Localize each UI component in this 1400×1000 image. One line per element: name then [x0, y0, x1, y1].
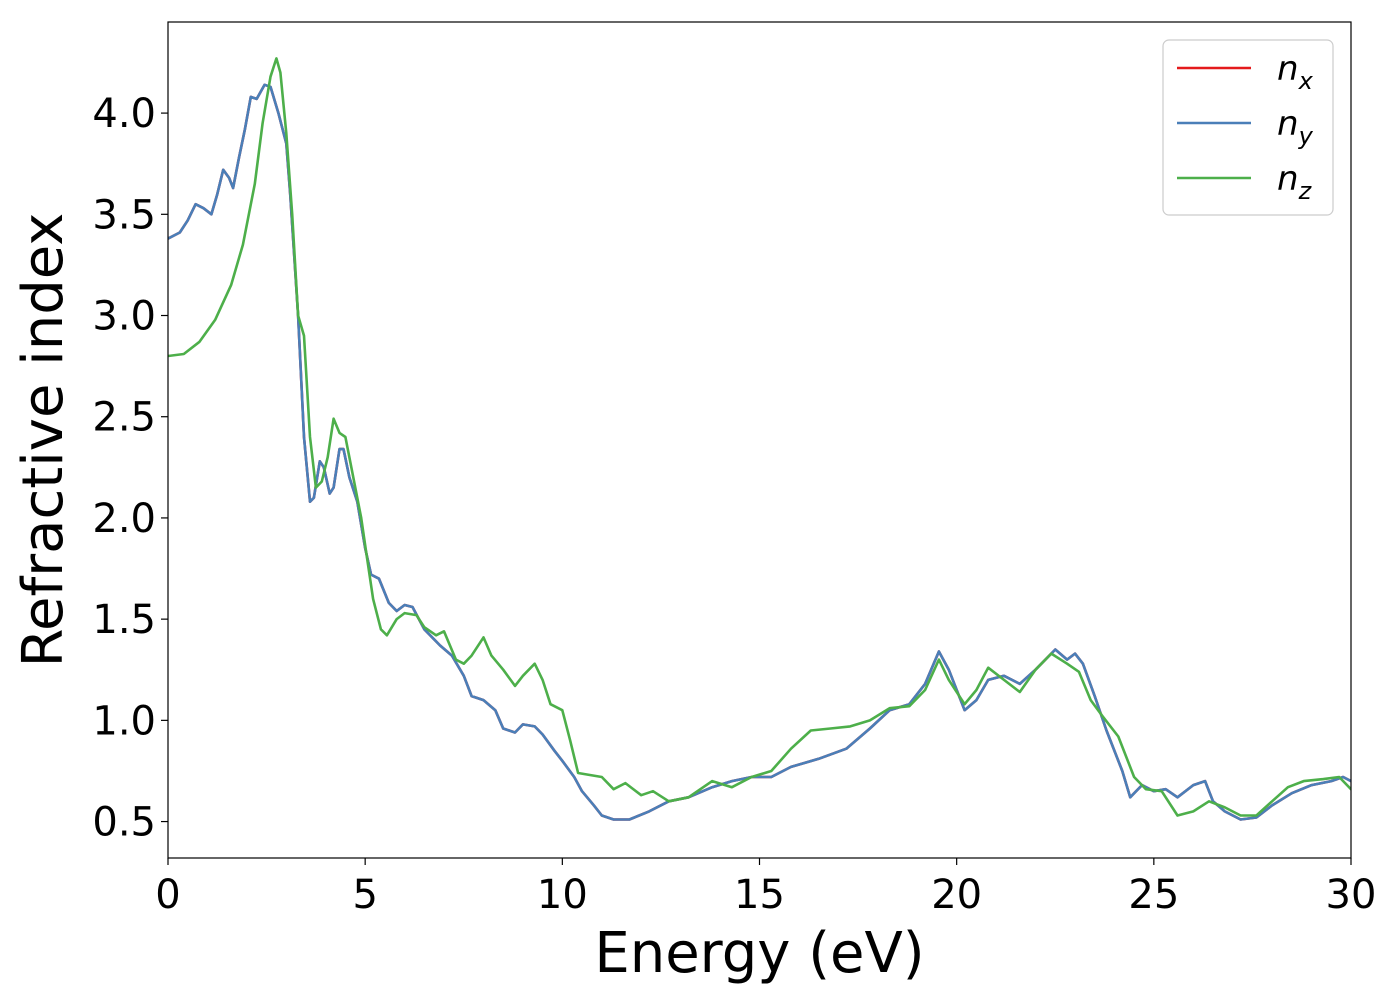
x-axis-ticks: 0 5 10 15 20 25 30	[155, 858, 1376, 918]
x-tick-label: 30	[1326, 872, 1377, 918]
series-line-z	[168, 57, 1351, 817]
legend-label-x: nx	[1277, 49, 1314, 95]
y-tick-label: 4.0	[92, 91, 156, 137]
y-tick-label: 3.0	[92, 294, 156, 340]
series-layer	[168, 57, 1351, 821]
x-tick-label: 15	[734, 872, 785, 918]
y-tick-label: 2.0	[92, 496, 156, 542]
y-tick-label: 0.5	[92, 800, 156, 846]
y-axis-title: Refractive index	[11, 213, 76, 668]
y-tick-label: 1.5	[92, 597, 156, 643]
legend-label-z: nz	[1277, 159, 1313, 205]
y-tick-label: 1.0	[92, 698, 156, 744]
x-tick-label: 10	[537, 872, 588, 918]
x-tick-label: 0	[155, 872, 180, 918]
x-axis-title: Energy (eV)	[594, 921, 924, 986]
y-tick-label: 3.5	[92, 192, 156, 238]
y-axis-ticks: 0.5 1.0 1.5 2.0 2.5 3.0 3.5 4.0	[92, 91, 168, 846]
x-tick-label: 20	[931, 872, 982, 918]
legend: nx ny nz	[1162, 39, 1334, 216]
y-tick-label: 2.5	[92, 395, 156, 441]
x-tick-label: 25	[1128, 872, 1179, 918]
legend-label-y: ny	[1277, 104, 1314, 150]
legend-box	[1162, 39, 1334, 216]
x-tick-label: 5	[352, 872, 377, 918]
